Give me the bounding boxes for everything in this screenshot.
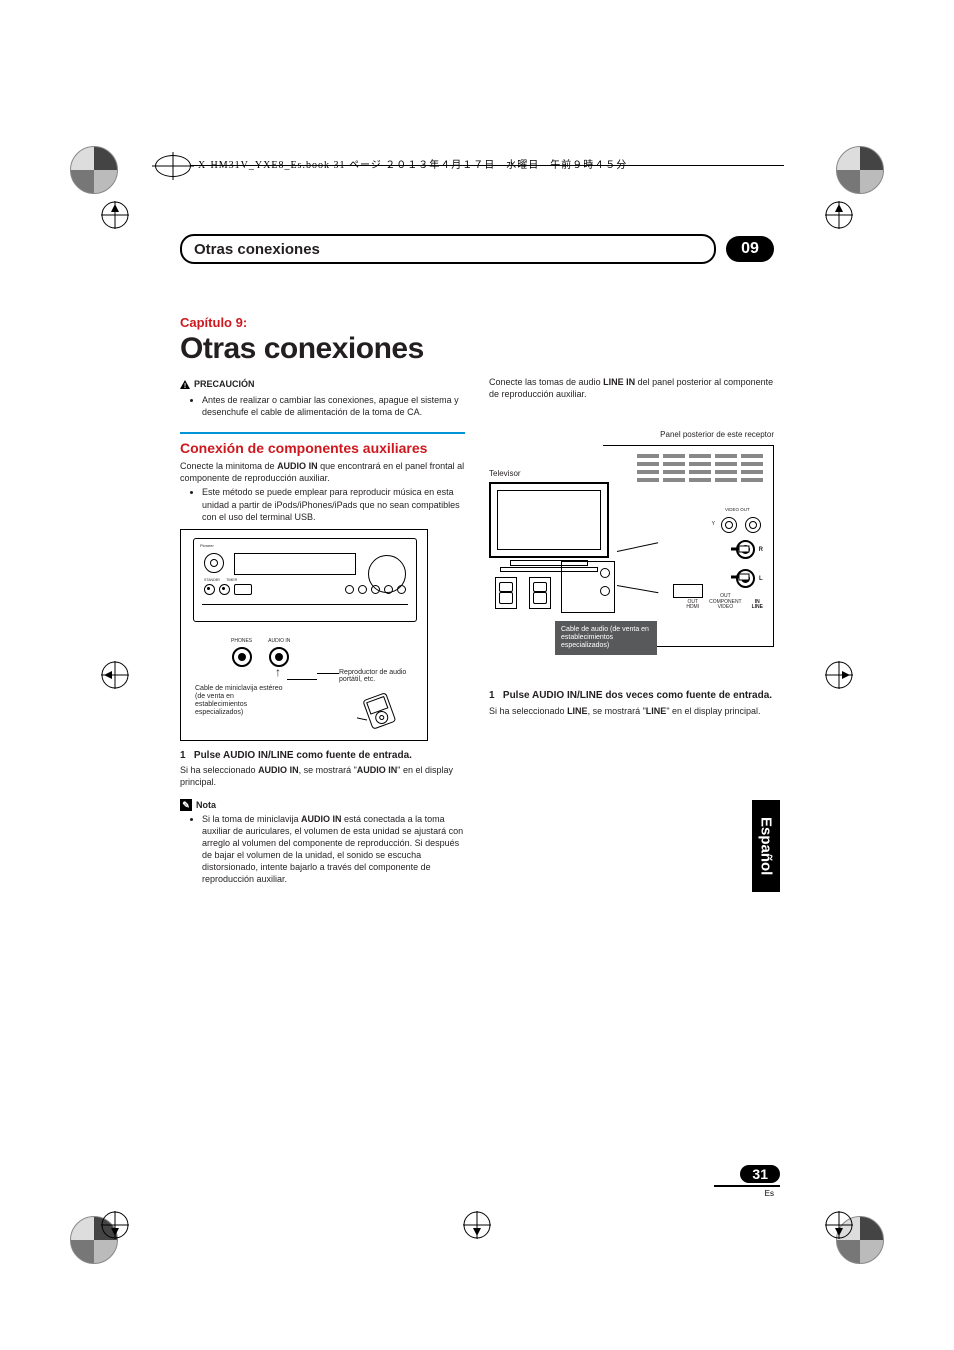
rca-plug-icon [731,544,743,550]
page-lang: Es [714,1189,780,1198]
player-label: Reproductor de audio portátil, etc. [339,669,419,684]
mp3-player-icon [357,690,401,730]
page: X-HM31V_YXE8_Es.book 31 ページ ２０１３年４月１７日 水… [0,0,954,1350]
content: Capítulo 9: Otras conexiones ! PRECAUCIÓ… [180,315,774,892]
precaution-label: ! PRECAUCIÓN [180,378,255,390]
speakers-icon [495,577,551,609]
phones-port-icon: PHONES [231,638,252,667]
warning-triangle-icon: ! [180,380,190,389]
rear-panel-caption: Panel posterior de este receptor [489,430,774,441]
section-bullet: Este método se puede emplear para reprod… [202,486,465,522]
section-lead: Conecte la minitoma de AUDIO IN que enco… [180,460,465,484]
book-oval-icon [155,155,191,177]
two-column-layout: ! PRECAUCIÓN Antes de realizar o cambiar… [180,374,774,892]
precaution-bullet: Antes de realizar o cambiar las conexion… [202,394,465,418]
right-lead: Conecte las tomas de audio LINE IN del p… [489,376,774,400]
page-title: Otras conexiones [180,332,774,366]
note-list: Si la toma de miniclavija AUDIO IN está … [180,813,465,886]
chapter-label: Capítulo 9: [180,315,774,330]
crop-arrow-icon [100,1210,130,1240]
left-column: ! PRECAUCIÓN Antes de realizar o cambiar… [180,374,465,892]
chapter-header: Otras conexiones 09 [180,236,774,262]
receiver-front-icon: Pioneer STANDBYTIMER [193,538,417,622]
book-path-text: X-HM31V_YXE8_Es.book 31 ページ ２０１３年４月１７日 水… [198,156,627,171]
page-number: 31 [740,1165,780,1183]
page-footer: 31 Es [714,1165,780,1198]
precaution-text: PRECAUCIÓN [194,378,255,390]
rear-panel-icon: VIDEO OUT Y R L OUTHDMI [603,445,774,647]
section-bullets: Este método se puede emplear para reprod… [180,486,465,522]
tv-rear-icon [561,561,615,613]
audio-cable-callout: Cable de audio (de venta en establecimie… [555,621,657,655]
note-label: ✎ Nota [180,799,216,811]
step-2: 1 Pulse AUDIO IN/LINE dos veces como fue… [489,689,774,703]
chapter-header-title: Otras conexiones [180,234,716,264]
language-side-tab: Español [752,800,780,892]
crop-mark-icon [70,146,118,194]
chapter-header-number: 09 [726,236,774,262]
crop-arrow-icon [824,200,854,230]
crop-arrow-icon [100,200,130,230]
crop-arrow-icon [824,1210,854,1240]
rca-plug-icon [731,572,743,578]
crop-arrow-icon [462,1210,492,1240]
crop-arrow-icon [100,660,130,690]
step-1: 1 Pulse AUDIO IN/LINE como fuente de ent… [180,749,465,763]
arrow-up-icon: ↑ [275,664,281,680]
svg-text:!: ! [184,383,186,389]
right-column: Conecte las tomas de audio LINE IN del p… [489,374,774,892]
front-panel-diagram: Pioneer STANDBYTIMER [180,529,428,741]
rear-panel-diagram: VIDEO OUT Y R L OUTHDMI [489,445,774,675]
precaution-list: Antes de realizar o cambiar las conexion… [180,394,465,418]
crop-arrow-icon [824,660,854,690]
section-title: Conexión de componentes auxiliares [180,440,465,456]
crop-mark-icon [836,146,884,194]
ports-row: PHONES AUDIO IN [231,638,290,667]
step-2-body: Si ha seleccionado LINE, se mostrará "LI… [489,705,774,717]
note-bullet: Si la toma de miniclavija AUDIO IN está … [202,813,465,886]
audioin-port-icon: AUDIO IN [268,638,290,667]
tv-icon: Televisor [489,469,609,572]
cable-label: Cable de miniclavija estéreo (de venta e… [195,685,287,717]
note-pencil-icon: ✎ [180,799,192,811]
step-1-body: Si ha seleccionado AUDIO IN, se mostrará… [180,764,465,788]
section-rule [180,432,465,434]
